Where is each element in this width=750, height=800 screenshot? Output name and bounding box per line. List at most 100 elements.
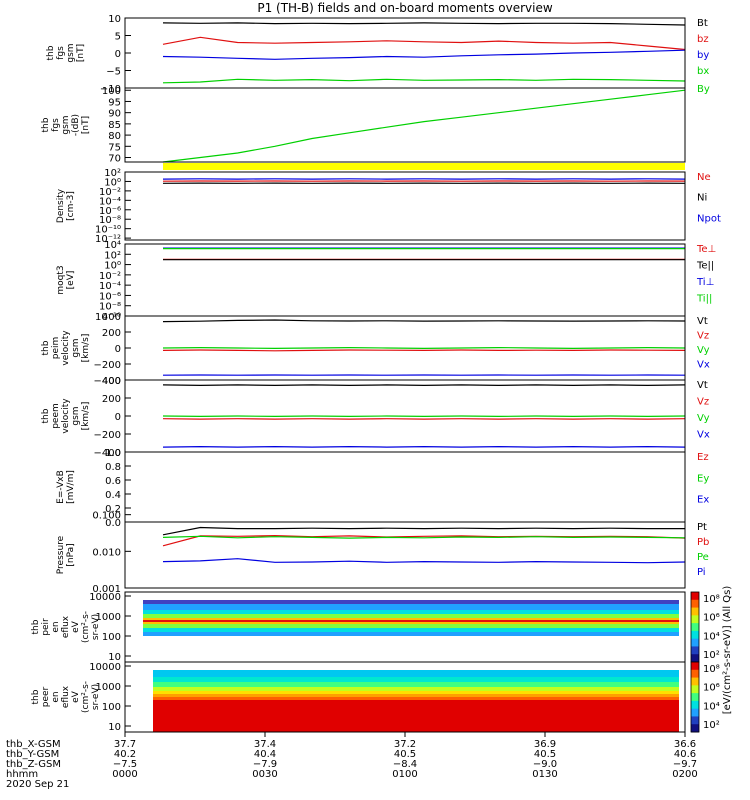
colorbar: 10⁸ 10⁶ 10⁴ 10² (690, 591, 720, 663)
series-line-3 (162, 535, 686, 539)
legend-label: Te⊥ (696, 244, 716, 255)
y-tick-label: 85 (108, 120, 121, 131)
y-axis-label: velocity (61, 330, 71, 366)
legend-label: Ni (697, 193, 707, 204)
y-tick-label: 10⁻¹⁰ (95, 312, 121, 323)
x-tick-label: 37.2 (394, 739, 416, 750)
series-line-4 (162, 78, 686, 84)
y-axis-label: thb (46, 45, 56, 60)
colorbar-tick-label: 10² (703, 720, 720, 731)
y-axis-label: [cm-3] (66, 191, 76, 221)
x-tick-label: 0130 (532, 769, 557, 780)
legend-label: bx (697, 66, 709, 77)
legend-label: Ne (697, 172, 711, 183)
y-tick-label: −5 (106, 67, 121, 78)
y-axis-label: thb (31, 619, 41, 634)
y-axis-label: thb (41, 340, 51, 355)
y-axis-label: thb (31, 689, 41, 704)
y-tick-label: 200 (102, 394, 121, 405)
legend-label: Ez (697, 452, 709, 463)
y-tick-label: 10² (104, 250, 121, 261)
y-axis-label: E=-VxB (56, 470, 66, 504)
panel-frame (124, 87, 686, 163)
figure-title: P1 (TH-B) fields and on-board moments ov… (257, 1, 553, 15)
panel-3: Ne Ni Npot 10²10⁰10⁻²10⁻⁴10⁻⁶10⁻⁸10⁻¹⁰10⁻¹²… (56, 168, 721, 245)
x-tick-label: 0200 (672, 769, 697, 780)
y-axis-label: Pressure (56, 535, 66, 574)
panel-4: Te⊥ Te|| Ti⊥ Ti|| 10⁴10²10⁰10⁻²10⁻⁴10⁻⁶10⁻⁸1… (56, 240, 716, 323)
colorbar-tick-label: 10² (703, 650, 720, 661)
x-tick-label: −7.9 (253, 759, 277, 770)
y-tick-label: 10⁻⁴ (99, 281, 121, 292)
legend-label: Bt (697, 18, 708, 29)
y-tick-label: 10⁻⁶ (99, 206, 121, 217)
x-tick-label: 36.9 (534, 739, 556, 750)
colorbar-tick-label: 10⁶ (703, 613, 720, 624)
colorbar-segment (691, 638, 699, 647)
x-tick-label: −7.5 (113, 759, 137, 770)
y-tick-label: 1000 (96, 612, 121, 623)
y-tick-label: 0.001 (92, 584, 121, 595)
panel-6: Vt Vz Vy Vx 400 200 0 −200 −400 thb peem velocity gs… (41, 376, 710, 459)
y-tick-label: 100 (102, 702, 121, 713)
y-axis-label: sr-eV) (91, 614, 101, 640)
x-row-label: thb_Z-GSM (6, 759, 61, 770)
heatmap-band-3 (153, 682, 679, 687)
y-tick-label: 10⁻² (99, 271, 121, 282)
panel-5: Vt Vz Vy Vx 400 200 0 −200 −400 thb peim velocity gs… (41, 312, 710, 387)
y-tick-label: 10⁻¹² (95, 234, 121, 245)
y-tick-label: −200 (94, 360, 121, 371)
y-tick-label: 0.2 (105, 504, 121, 515)
heatmap-band-9 (143, 628, 679, 632)
x-tick-label: −8.4 (393, 759, 417, 770)
y-tick-label: 70 (108, 154, 121, 165)
y-tick-label: 10000 (89, 662, 121, 673)
y-axis-label: Density (56, 188, 66, 223)
y-tick-label: 0 (115, 49, 121, 60)
x-tick-label: 40.5 (534, 749, 556, 760)
heatmap-band-8 (143, 624, 679, 628)
y-tick-label: 10⁻⁸ (99, 215, 121, 226)
legend-label: Ti⊥ (696, 277, 714, 288)
heatmap-band-1 (143, 600, 679, 604)
heatmap-band-5 (153, 691, 679, 694)
colorbar-segment (691, 716, 699, 725)
y-axis-label: thb (41, 408, 51, 423)
colorbar-tick-label: 10⁶ (703, 683, 720, 694)
colorbar-segment (691, 615, 699, 624)
legend-label: Ex (697, 495, 709, 506)
colorbar-frame (690, 661, 700, 733)
y-tick-label: 0.100 (92, 511, 121, 522)
y-tick-label: 0.6 (105, 476, 121, 487)
y-axis-label: en (51, 621, 61, 632)
series-line-3 (162, 49, 686, 60)
heatmap-band-2 (153, 677, 679, 682)
series-line-2 (162, 349, 686, 352)
colorbar-segment (691, 724, 699, 733)
x-tick-label: −9.0 (533, 759, 557, 770)
x-row-label: hhmm (6, 769, 38, 780)
legend-label: Vz (697, 397, 709, 408)
y-axis-label: gsm (71, 338, 81, 357)
legend-label: Pt (697, 522, 707, 533)
y-axis-label: sr-eV) (91, 684, 101, 710)
x-tick-label: 37.4 (254, 739, 276, 750)
y-axis-label: [nT] (76, 44, 86, 62)
x-tick-label: 40.5 (394, 749, 416, 760)
panel-frame (124, 243, 686, 317)
y-tick-label: 0.4 (105, 490, 121, 501)
y-axis-label: gsm (66, 43, 76, 62)
panel-8: Pt Pb Pe Pi 0.100 0.010 0.001 Pressure [nPa] (56, 511, 709, 595)
colorbar-segment (691, 685, 699, 694)
panel-frame (124, 171, 686, 241)
panel-10: 10⁸ 10⁶ 10⁴ 10² 10000 1000 100 10 thb peer en eflux… (31, 661, 720, 733)
x-tick-label: 40.4 (254, 749, 276, 760)
y-axis-label: [nT] (81, 116, 91, 134)
colorbar-segment (691, 607, 699, 616)
legend-label: Pb (697, 537, 709, 548)
series-line-4 (162, 558, 686, 564)
y-axis-label: peem (51, 403, 61, 429)
y-axis-label: (cm²-s- (81, 611, 91, 643)
x-tick-label: 36.6 (674, 739, 696, 750)
